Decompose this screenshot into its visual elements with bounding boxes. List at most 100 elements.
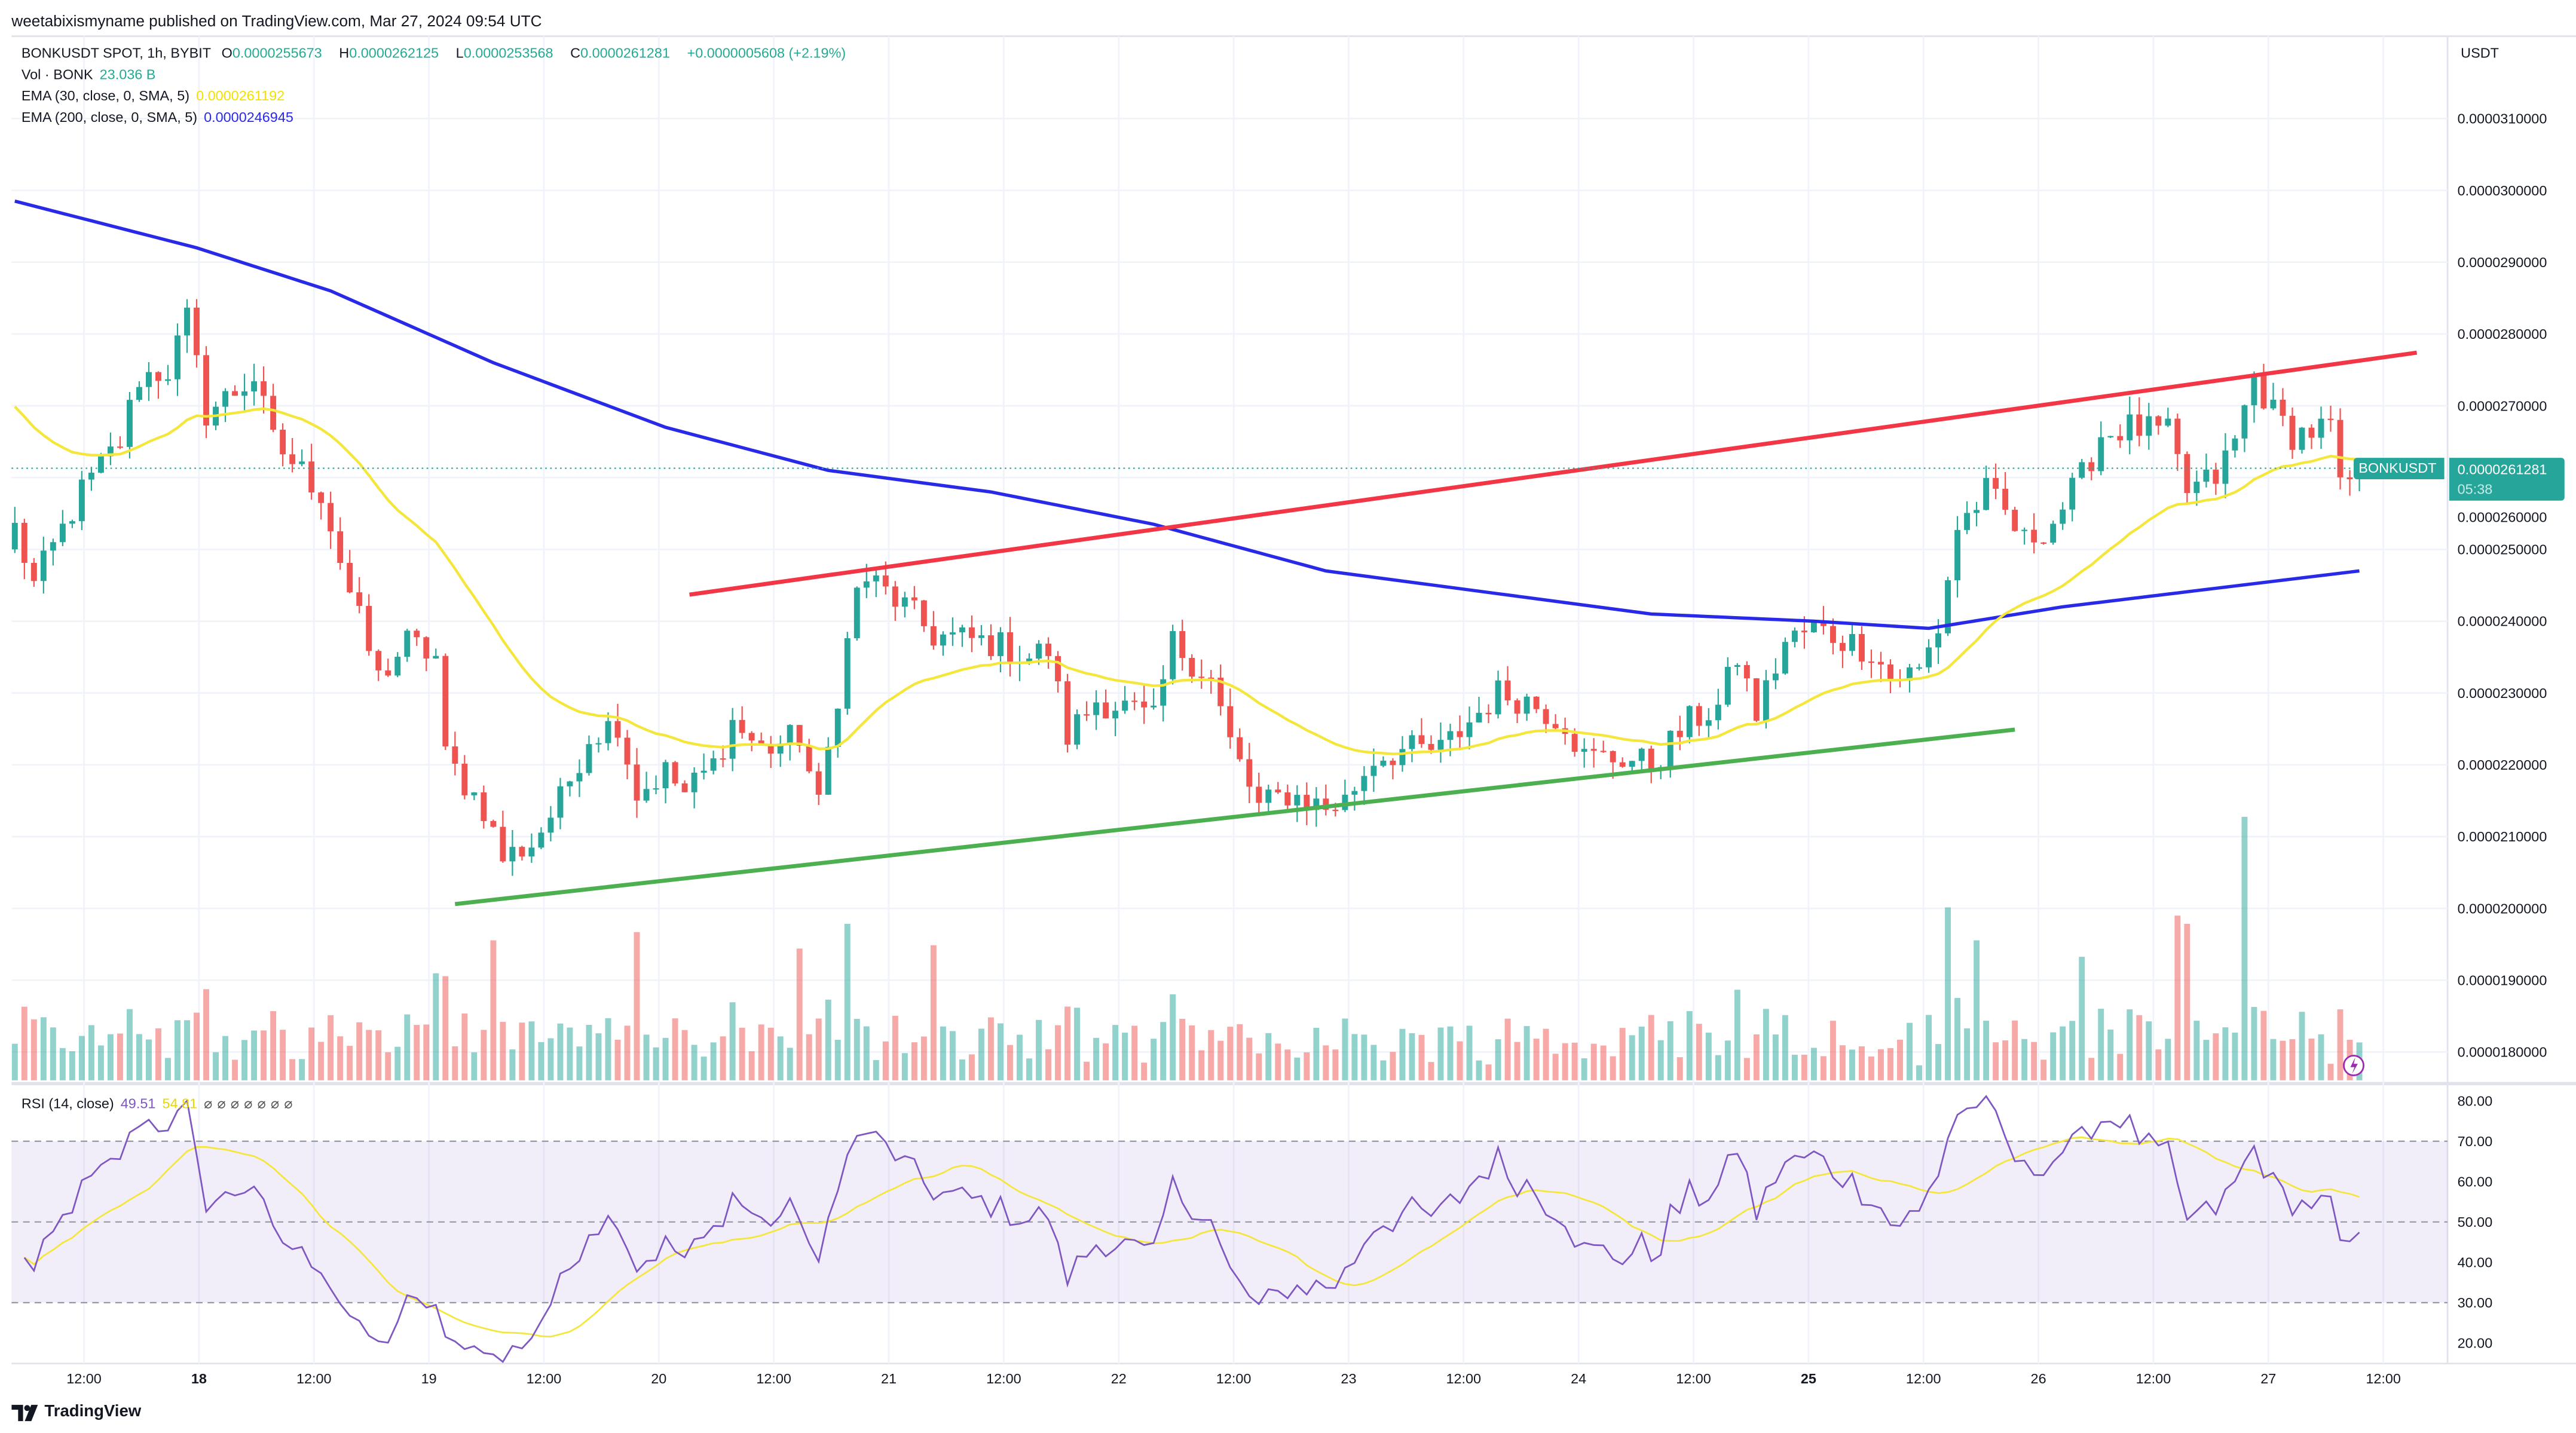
volume-bar [2136, 1015, 2143, 1080]
time-tick: 18 [191, 1371, 207, 1386]
candle-body [356, 592, 363, 606]
candle-body [1954, 529, 1961, 580]
volume-bar [567, 1027, 573, 1080]
candle-body [1887, 664, 1893, 680]
volume-bar [1734, 990, 1740, 1080]
volume-bar [1686, 1011, 1693, 1080]
candle-body [69, 521, 75, 524]
candle-body [232, 391, 238, 396]
candle-body [1859, 633, 1865, 662]
volume-bar [1151, 1039, 1157, 1080]
volume-bar [394, 1046, 401, 1080]
volume-bar [1179, 1018, 1186, 1080]
candle-body [2165, 418, 2171, 426]
volume-bar [1743, 1058, 1750, 1080]
candle-body [2289, 415, 2296, 450]
candle-body [97, 456, 104, 473]
volume-bar [1753, 1034, 1760, 1080]
last-price: 0.0000261281 [2457, 461, 2547, 478]
ema200-legend[interactable]: EMA (200, close, 0, SMA, 5) 0.0000246945 [21, 108, 293, 125]
candle-body [1743, 665, 1750, 679]
candle-body [1907, 667, 1913, 681]
lightning-icon[interactable] [2343, 1055, 2364, 1076]
tradingview-logo-icon [11, 1404, 38, 1420]
candle-body [1667, 730, 1674, 767]
volume-bar [2289, 1039, 2296, 1080]
lightning-icon-bolt [2350, 1057, 2358, 1074]
candle-body [452, 746, 458, 764]
candle-body [873, 575, 879, 581]
candle-body [184, 307, 190, 336]
symbol-name[interactable]: BONKUSDT SPOT, 1h, BYBIT [21, 44, 212, 61]
volume-bar [1696, 1024, 1702, 1080]
candle-body [911, 597, 917, 601]
candle-body [1485, 712, 1492, 715]
volume-bar [385, 1052, 391, 1080]
time-tick: 12:00 [986, 1371, 1021, 1386]
time-tick: 12:00 [296, 1371, 332, 1386]
candle-body [2318, 418, 2324, 438]
ema30-legend[interactable]: EMA (30, close, 0, SMA, 5) 0.0000261192 [21, 87, 285, 104]
rsi-legend[interactable]: RSI (14, close) 49.51 54.81 ⌀⌀⌀⌀⌀⌀⌀ [21, 1095, 298, 1112]
volume-bar [720, 1036, 726, 1080]
candle-body [1313, 798, 1320, 810]
candle-body [2280, 399, 2286, 416]
candle-body [1390, 760, 1396, 766]
volume-bar [1390, 1052, 1396, 1080]
candle-body [1648, 748, 1654, 771]
time-tick: 20 [651, 1371, 666, 1386]
volume-bar [2222, 1027, 2229, 1080]
rsi-tick: 50.00 [2458, 1214, 2493, 1230]
volume-bar [1676, 1057, 1683, 1080]
rsi-tick: 40.00 [2458, 1255, 2493, 1270]
time-tick: 12:00 [527, 1371, 562, 1386]
candle-body [567, 781, 573, 786]
time-tick: 27 [2260, 1371, 2276, 1386]
rsi-tick: 20.00 [2458, 1336, 2493, 1351]
price-tick: 0.0000250000 [2458, 542, 2547, 558]
candle-body [1409, 735, 1415, 749]
volume-bar [328, 1015, 334, 1080]
volume-bar [2251, 1007, 2257, 1080]
candle-body [328, 503, 334, 532]
volume-bar [280, 1030, 286, 1080]
price-tick: 0.0000300000 [2458, 183, 2547, 198]
volume-bar [500, 1022, 506, 1080]
candle-body [299, 461, 305, 464]
volume-bar [1351, 1034, 1358, 1080]
volume-bar [1964, 1028, 1971, 1080]
candle-body [834, 708, 841, 747]
volume-bar [1782, 1015, 1788, 1080]
tradingview-logo[interactable]: TradingView [11, 1403, 141, 1421]
price-tick: 0.0000200000 [2458, 901, 2547, 916]
rsi-settings-icons[interactable]: ⌀⌀⌀⌀⌀⌀⌀ [204, 1095, 298, 1112]
volume-bar [844, 924, 850, 1080]
volume-bar [337, 1036, 344, 1080]
volume-bar [2308, 1039, 2315, 1080]
currency-label[interactable]: USDT [2461, 44, 2499, 61]
candle-body [1801, 630, 1807, 633]
candle-body [1705, 720, 1712, 726]
candle-body [2346, 477, 2353, 480]
volume-bar [1638, 1026, 1645, 1080]
candle-body [634, 764, 640, 801]
volume-bar [1801, 1055, 1807, 1080]
candle-body [2002, 488, 2009, 510]
candle-body [729, 719, 736, 759]
candle-body [547, 817, 554, 833]
volume-bar [1284, 1049, 1291, 1080]
volume-bar [729, 1002, 736, 1080]
candle-body [930, 626, 937, 646]
volume-bar [1993, 1042, 1999, 1080]
volume-bar [1926, 1015, 1932, 1080]
candle-body [11, 522, 18, 550]
volume-legend[interactable]: Vol · BONK 23.036 B [21, 66, 156, 82]
volume-bar [1657, 1040, 1664, 1080]
rsi-tick: 80.00 [2458, 1094, 2493, 1109]
volume-bar [2155, 1049, 2162, 1080]
volume-bar [978, 1028, 984, 1080]
candle-body [997, 632, 1004, 656]
volume-bar [2117, 1054, 2124, 1080]
candle-body [270, 396, 277, 430]
